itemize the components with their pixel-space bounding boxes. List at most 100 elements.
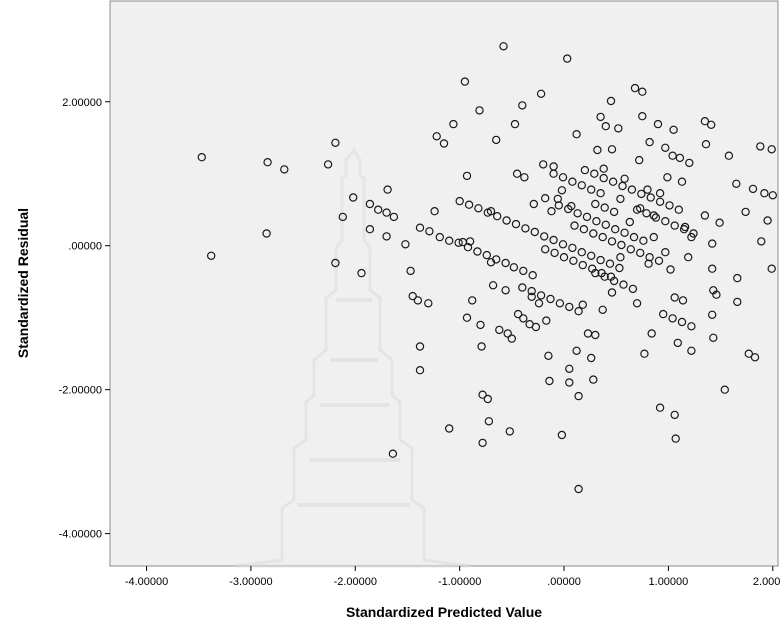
y-axis-title: Standardized Residual [15,208,31,358]
data-point [539,160,548,169]
data-point [767,145,776,154]
data-point [661,247,670,257]
data-point [654,256,664,265]
data-point [618,181,627,191]
data-point [632,299,642,308]
data-point [564,204,573,214]
data-point [518,283,527,292]
data-point [587,185,596,194]
data-point [389,212,399,222]
data-point [763,216,772,225]
data-point [580,165,590,175]
data-point [413,296,423,305]
data-point [528,271,537,280]
x-tick-label: .00000 [547,576,581,588]
data-point [700,211,710,220]
data-point [611,224,620,234]
data-point [609,276,619,286]
data-point [536,89,546,99]
data-point [465,237,475,246]
x-tick-label: -4.00000 [125,576,168,588]
data-point [645,137,654,147]
data-point [709,333,718,342]
data-point [598,305,607,314]
data-point [596,255,605,265]
data-point [474,204,483,213]
data-point [647,329,656,338]
data-point [720,385,730,394]
watermark-emblem [235,147,471,568]
data-point [596,112,605,122]
data-point [475,106,484,115]
data-point [455,196,464,206]
data-point [668,314,677,323]
data-point [492,255,501,264]
data-point [593,145,602,155]
data-point [712,290,721,299]
data-point [596,188,605,198]
data-point [589,375,598,384]
data-point [638,87,647,96]
data-point [476,320,485,330]
data-point [365,199,375,209]
data-point [530,227,540,237]
data-point [629,232,639,242]
data-point [406,266,415,276]
data-point [607,237,617,246]
data-point [655,197,665,206]
data-point [557,430,567,440]
data-point [382,208,391,217]
data-point [630,83,640,93]
data-point [454,238,463,247]
data-point [501,286,510,295]
data-point [323,160,333,169]
data-point [541,245,550,254]
data-point [338,212,347,222]
data-point [646,193,655,202]
data-point [473,247,482,256]
data-point [665,201,674,210]
y-tick-label: 2.00000 [62,97,102,109]
data-point [582,212,592,222]
data-point [565,364,574,373]
data-point [365,224,375,234]
data-point [675,153,685,163]
data-point [687,346,696,355]
data-point [331,138,340,147]
data-point [424,299,433,308]
data-point [579,224,589,234]
data-point [741,207,750,217]
plot-area [109,0,779,567]
data-point [565,378,574,387]
data-point [616,194,625,204]
data-point [689,229,698,238]
data-point [568,243,577,253]
data-point [684,253,693,262]
data-point [415,366,425,375]
data-point [578,260,588,270]
data-point [558,173,568,182]
data-point [592,216,601,226]
data-point [558,240,568,249]
data-point [511,219,521,229]
data-point [206,251,216,260]
data-point [639,236,648,245]
data-point [559,253,569,262]
data-point [464,200,474,209]
data-point [509,263,519,272]
data-point [502,216,511,225]
data-point [614,124,623,133]
data-point [661,216,670,226]
x-axis: -4.00000 -3.00000 -2.00000 -1.00000 .00000 1.… [125,566,780,588]
data-point [637,189,646,199]
data-point [449,119,458,129]
data-point [572,129,581,139]
data-point [262,229,271,238]
data-point [432,132,441,141]
data-point [645,253,654,262]
data-point [565,302,574,312]
data-point [632,205,642,214]
data-point [636,248,645,258]
data-point [640,349,649,358]
data-point [625,217,635,227]
